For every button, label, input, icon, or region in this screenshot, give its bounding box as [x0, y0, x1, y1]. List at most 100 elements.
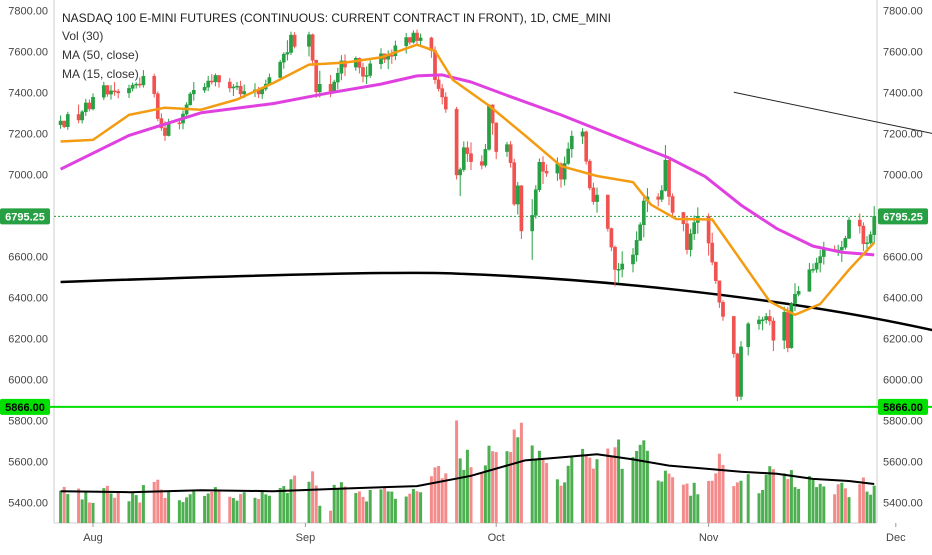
candle-body: [188, 93, 193, 106]
volume-bar: [638, 444, 642, 523]
moving-averages: [59, 43, 876, 317]
candle-body: [566, 148, 571, 164]
volume-bar: [462, 469, 466, 523]
volume-bar: [289, 479, 293, 523]
candle-body: [620, 263, 625, 270]
candle-body: [857, 219, 862, 227]
candle-body: [127, 88, 131, 94]
candle-body: [760, 319, 765, 321]
y-tick-label-right: 6200.00: [883, 333, 923, 345]
y-tick-label-right: 6400.00: [883, 292, 923, 304]
candle-body: [335, 72, 340, 83]
candle-body: [515, 185, 520, 205]
y-tick-label-left: 5600.00: [8, 456, 48, 468]
y-tick-label-left: 6200.00: [8, 333, 48, 345]
volume-bar: [314, 485, 318, 523]
y-tick-label-left: 7600.00: [8, 46, 48, 58]
candle-body: [292, 34, 297, 47]
volume-bar: [584, 455, 588, 523]
y-tick-label-right: 5800.00: [883, 415, 923, 427]
volume-bar: [671, 477, 675, 523]
volume-bar: [332, 484, 336, 523]
trend-line: [733, 91, 932, 134]
volume-bar: [786, 479, 790, 523]
volume-bar: [483, 465, 487, 523]
candle-body: [389, 55, 394, 57]
candle-body: [116, 91, 121, 94]
y-tick-label-right: 6000.00: [883, 374, 923, 386]
volume-bar: [746, 474, 750, 523]
volume-bar: [59, 490, 63, 523]
volume-bar: [771, 469, 775, 523]
volume-bar: [102, 488, 106, 523]
candle-body: [155, 93, 160, 119]
volume-bar: [847, 497, 851, 523]
volume-bar: [203, 495, 207, 523]
candle-body: [418, 37, 423, 41]
ma15-line: [60, 43, 876, 317]
volume-bar: [782, 473, 786, 523]
last-price-badge-right-bg: [878, 208, 928, 225]
candle-body: [764, 316, 769, 320]
volume-bar: [91, 502, 95, 523]
volume-bar: [768, 466, 772, 523]
candle-body: [782, 312, 787, 341]
candle-body: [789, 303, 794, 349]
volume-bar: [843, 488, 847, 523]
volume-bar: [559, 485, 563, 523]
volume-bar: [127, 501, 131, 523]
candle-body: [562, 163, 567, 180]
candle-body: [62, 120, 67, 128]
candle-body: [688, 233, 693, 250]
volume-bar: [530, 445, 534, 523]
y-tick-label-left: 6600.00: [8, 251, 48, 263]
volume-bar: [336, 488, 340, 523]
y-tick-label-left: 5800.00: [8, 415, 48, 427]
candle-body: [364, 75, 369, 77]
volume-bar: [159, 489, 163, 523]
volume-bar: [383, 487, 387, 523]
volume-bar: [231, 497, 235, 523]
volume-bar: [631, 457, 635, 523]
volume-bar: [667, 473, 671, 523]
candle-body: [818, 256, 823, 264]
y-tick-label-right: 7200.00: [883, 128, 923, 140]
candle-body: [357, 57, 362, 68]
volume-bar: [210, 491, 214, 523]
candle-body: [278, 61, 283, 78]
volume-bar: [390, 491, 394, 523]
candle-body: [242, 91, 247, 95]
volume-bar: [840, 482, 844, 523]
volume-bar: [253, 497, 257, 523]
volume-ma-line: [60, 453, 875, 494]
volume-bar: [861, 477, 865, 523]
volume-bar: [545, 463, 549, 523]
candle-body: [368, 63, 373, 76]
candle-body: [134, 83, 139, 86]
y-tick-label-left: 7000.00: [8, 169, 48, 181]
candle-body: [814, 262, 819, 270]
overlay-layer: [0, 91, 932, 408]
candle-body: [353, 57, 358, 68]
volume-bar: [138, 502, 142, 523]
y-tick-label-right: 7600.00: [883, 46, 923, 58]
volume-bar: [278, 487, 282, 523]
candle-body: [839, 247, 844, 251]
volume-bar: [329, 510, 333, 523]
candle-body: [310, 34, 315, 61]
volume-bar: [469, 467, 473, 523]
candle-body: [332, 81, 337, 92]
volume-bar: [77, 488, 81, 523]
volume-bar: [534, 459, 538, 523]
volume-bar: [339, 482, 343, 523]
volume-bar: [386, 491, 390, 523]
candle-body: [436, 79, 441, 89]
volume-bar: [581, 448, 585, 523]
volume-bar: [555, 479, 559, 523]
volume-bar: [239, 494, 243, 523]
candle-body: [407, 37, 412, 43]
candle-body: [667, 159, 671, 197]
chart-title: NASDAQ 100 E-MINI FUTURES (CONTINUOUS: C…: [62, 11, 611, 25]
volume-bar: [537, 450, 541, 523]
